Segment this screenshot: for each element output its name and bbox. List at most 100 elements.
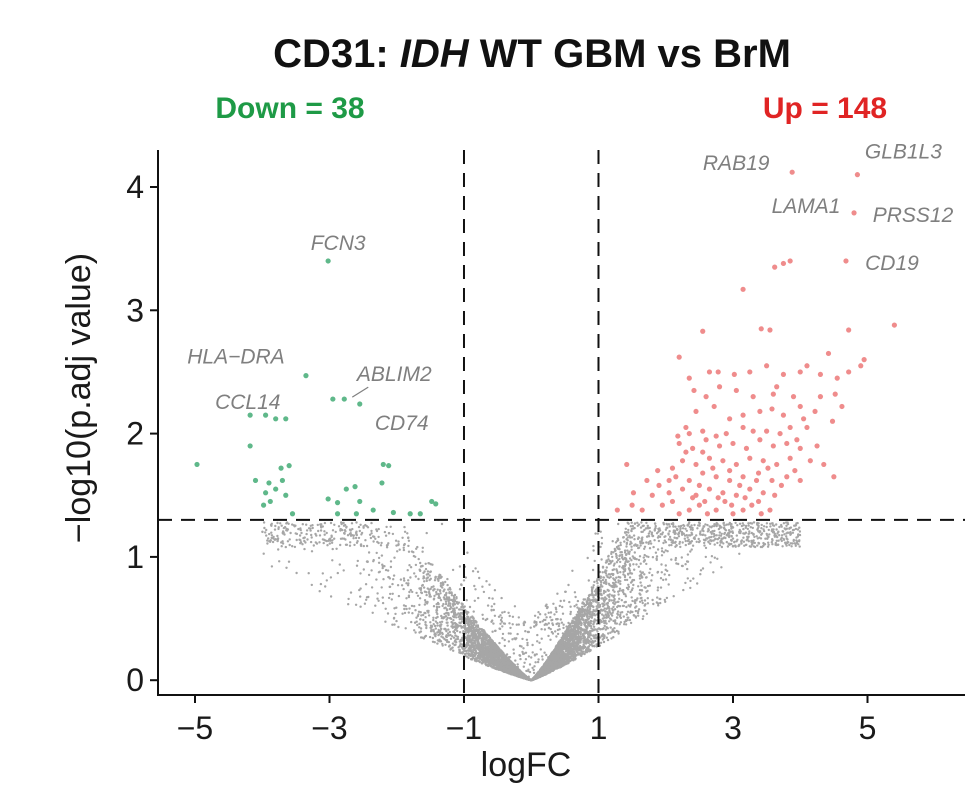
ns-point	[516, 632, 519, 636]
ns-point	[265, 534, 268, 537]
ns-point	[552, 602, 555, 605]
ns-point	[681, 564, 684, 568]
ns-point	[605, 614, 608, 617]
ns-point	[391, 592, 394, 595]
ns-point	[592, 634, 595, 637]
ns-point	[689, 528, 693, 531]
ns-point	[433, 641, 436, 644]
ns-point	[783, 533, 786, 536]
ns-point	[607, 554, 610, 558]
ns-point	[632, 563, 635, 566]
ns-point	[575, 613, 578, 617]
ns-point	[321, 525, 324, 528]
ns-point	[624, 623, 628, 626]
ns-point	[626, 572, 630, 575]
ns-point	[701, 567, 705, 570]
ns-point	[493, 602, 496, 606]
ns-point	[459, 643, 462, 646]
ns-point	[621, 589, 625, 592]
ns-point	[395, 544, 398, 547]
ns-point	[452, 596, 456, 600]
ns-point	[603, 596, 607, 599]
ns-point	[573, 591, 577, 594]
ns-point	[455, 616, 458, 619]
ns-point	[403, 525, 406, 529]
ns-point	[541, 658, 544, 661]
ns-point	[434, 627, 437, 630]
ns-point	[337, 525, 341, 528]
ns-point	[288, 543, 291, 547]
ns-point	[490, 620, 493, 623]
ns-point	[639, 544, 642, 547]
ns-point	[348, 532, 352, 536]
ns-point	[386, 543, 389, 547]
ns-point	[595, 636, 598, 640]
ns-point	[380, 554, 384, 557]
ns-point	[630, 596, 633, 599]
ns-point	[768, 533, 771, 536]
ns-point	[450, 598, 453, 602]
ns-point	[599, 589, 602, 593]
ns-point	[626, 536, 629, 539]
ns-point	[605, 607, 608, 610]
ns-point	[776, 535, 779, 539]
ns-point	[426, 570, 430, 573]
ns-point	[342, 521, 345, 525]
ns-point	[623, 531, 627, 534]
ns-point	[533, 665, 536, 668]
ns-point	[708, 542, 712, 545]
ns-point	[322, 541, 325, 545]
ns-point	[618, 623, 621, 626]
ns-point	[558, 628, 561, 631]
ns-point	[640, 540, 643, 543]
ns-point	[643, 547, 646, 550]
ns-point	[424, 620, 427, 624]
ns-point	[749, 526, 752, 529]
ns-point	[777, 530, 780, 533]
ns-point	[627, 583, 630, 586]
ns-point	[305, 532, 308, 536]
ns-point	[637, 608, 641, 611]
ns-point	[765, 522, 769, 525]
ns-point	[375, 529, 379, 533]
ns-point	[573, 605, 576, 608]
ns-point	[446, 577, 449, 581]
ns-point	[668, 544, 671, 547]
ns-point	[755, 535, 758, 538]
ns-point	[691, 528, 694, 531]
ns-point	[630, 536, 634, 539]
ns-point	[607, 632, 610, 635]
ns-point	[430, 586, 433, 589]
ns-point	[428, 574, 431, 577]
ns-point	[734, 545, 737, 548]
ns-point	[521, 652, 525, 656]
ns-point	[466, 551, 469, 554]
ns-point	[748, 530, 751, 533]
ns-point	[617, 630, 620, 633]
ns-point	[503, 638, 506, 642]
ns-point	[760, 527, 763, 530]
ns-point	[365, 544, 369, 548]
ns-point	[383, 530, 387, 534]
ns-point	[555, 622, 558, 626]
ns-point	[616, 610, 620, 613]
ns-point	[451, 635, 454, 638]
ns-point	[613, 590, 616, 593]
ns-point	[428, 635, 432, 639]
ns-point	[612, 599, 616, 602]
ns-point	[631, 599, 634, 603]
ns-point	[637, 614, 640, 617]
ns-point	[639, 581, 642, 584]
ns-point	[695, 534, 698, 537]
ns-point	[791, 528, 795, 532]
ns-point	[649, 542, 653, 545]
ns-point	[392, 578, 395, 581]
ns-point	[478, 576, 481, 580]
ns-point	[683, 537, 686, 540]
ns-point	[310, 536, 313, 539]
ns-point	[522, 647, 525, 650]
ns-point	[605, 582, 608, 586]
ns-point	[643, 573, 646, 576]
ns-point	[602, 592, 605, 595]
ns-point	[592, 544, 595, 548]
